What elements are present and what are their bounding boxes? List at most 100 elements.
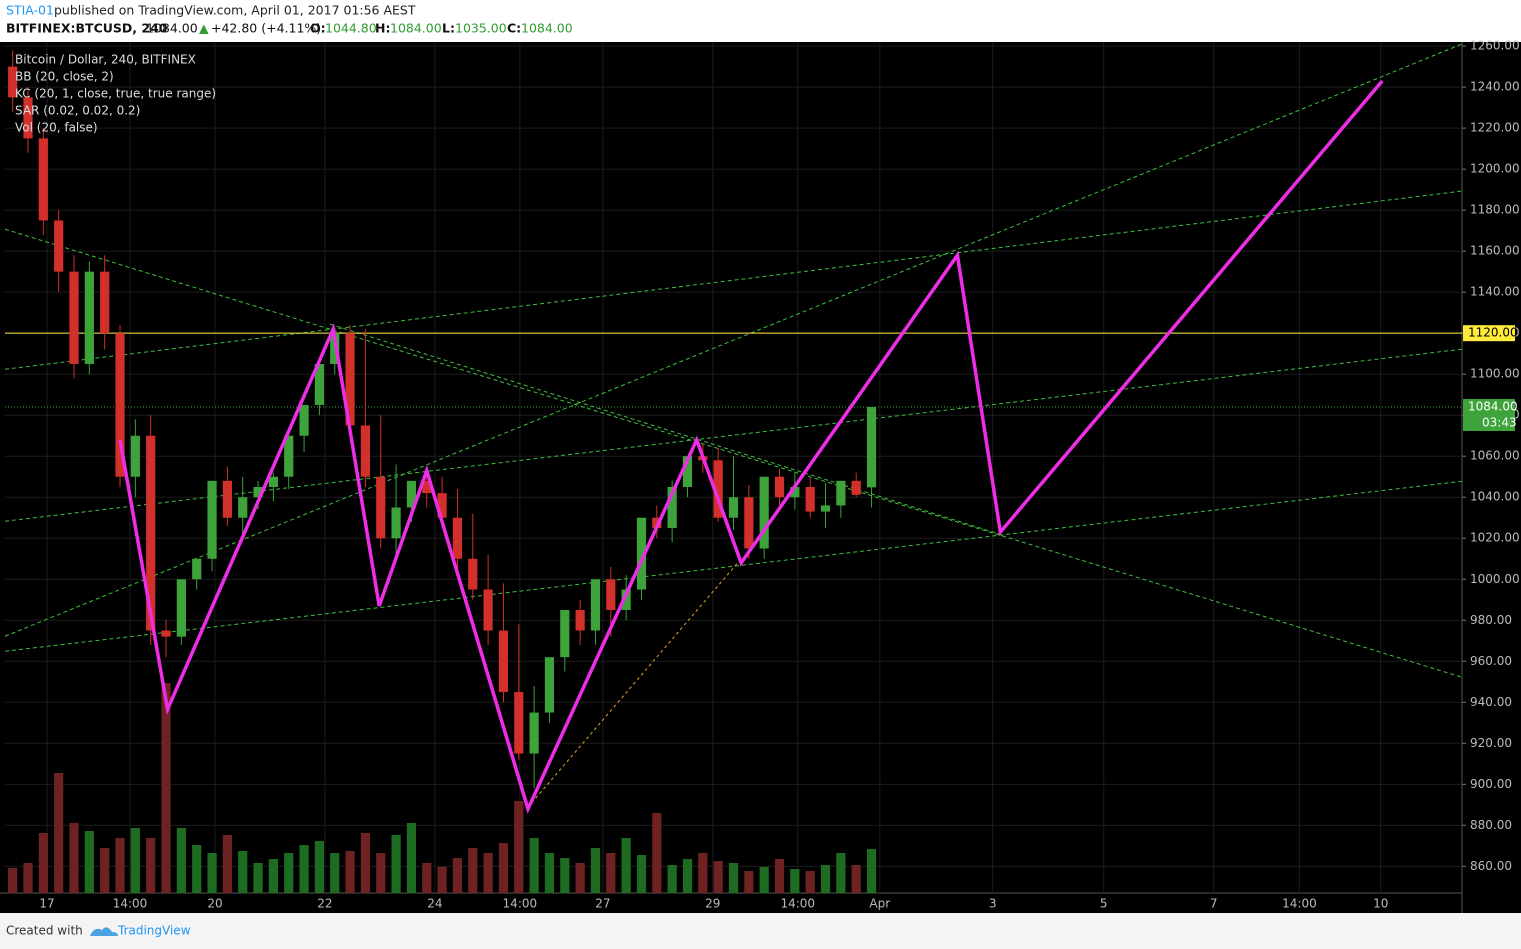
user[interactable]: STIA-01 xyxy=(6,3,54,18)
candle-body xyxy=(176,579,186,637)
volume-bar xyxy=(268,859,278,893)
candle-body xyxy=(192,558,202,580)
y-tick-label: 1160.00 xyxy=(1470,244,1520,258)
volume-bar xyxy=(529,838,539,893)
volume-bar xyxy=(866,849,877,893)
candle-body xyxy=(805,486,815,512)
h-label: H: xyxy=(375,21,390,36)
y-tick-label: 1140.00 xyxy=(1470,285,1520,299)
candle-body xyxy=(452,517,463,559)
volume-bar xyxy=(406,823,417,893)
volume-bar xyxy=(130,828,140,893)
legend-item: Vol (20, false) xyxy=(15,121,98,135)
volume-bar xyxy=(161,683,171,893)
volume-bar xyxy=(376,853,386,893)
volume-bar xyxy=(84,831,94,893)
x-tick-label: 3 xyxy=(989,897,997,911)
volume-bar xyxy=(851,865,861,893)
legend-item: SAR (0.02, 0.02, 0.2) xyxy=(15,104,140,118)
y-tick-label: 1100.00 xyxy=(1470,367,1520,381)
y-tick-label: 1200.00 xyxy=(1470,162,1520,176)
x-tick-label: 24 xyxy=(427,897,442,911)
volume-bar xyxy=(207,853,217,893)
candle-body xyxy=(207,480,217,559)
volume-bar xyxy=(667,865,677,893)
y-tick-label: 1040.00 xyxy=(1470,490,1520,504)
volume-bar xyxy=(468,848,478,893)
y-tick-label: 980.00 xyxy=(1470,613,1512,627)
candle-body xyxy=(161,630,171,637)
candle-body xyxy=(437,493,447,518)
volume-bar xyxy=(621,838,631,893)
volume-bar xyxy=(452,858,463,893)
volume-bar xyxy=(8,868,18,893)
volume-bar xyxy=(422,863,432,893)
volume-bar xyxy=(636,855,647,893)
y-tick-label: 960.00 xyxy=(1470,654,1512,668)
volume-bar xyxy=(146,838,156,893)
volume-bar xyxy=(284,853,294,893)
y-tick-label: 1220.00 xyxy=(1470,121,1520,135)
candle-body xyxy=(299,404,309,436)
x-tick-label: 27 xyxy=(595,897,610,911)
candle-body xyxy=(284,435,294,477)
symbol: BITFINEX:BTCUSD, 240 xyxy=(6,21,168,36)
candle-body xyxy=(115,333,125,477)
candle-body xyxy=(498,630,509,693)
legend-item: Bitcoin / Dollar, 240, BITFINEX xyxy=(15,53,196,67)
candle-body xyxy=(391,507,401,539)
change: +42.80 (+4.11%) xyxy=(211,21,321,36)
y-tick-label: 1180.00 xyxy=(1470,203,1520,217)
volume-bar xyxy=(238,851,248,893)
candle-body xyxy=(100,271,110,334)
candle-body xyxy=(667,486,677,528)
candle-body xyxy=(575,610,585,631)
y-tick-label: 1020.00 xyxy=(1470,531,1520,545)
candle-body xyxy=(790,486,800,498)
volume-bar xyxy=(590,848,601,893)
header-bg xyxy=(0,0,1521,42)
candle-body xyxy=(54,220,64,272)
volume-bar xyxy=(728,863,739,893)
candle-body xyxy=(682,456,693,487)
legend-item: BB (20, close, 2) xyxy=(15,70,114,84)
candle-body xyxy=(23,97,33,139)
candle-body xyxy=(866,407,877,488)
x-tick-label: Apr xyxy=(869,897,890,911)
candle-body xyxy=(713,460,723,518)
candle-body xyxy=(130,435,140,477)
candle-body xyxy=(774,476,785,498)
x-tick-label: 14:00 xyxy=(113,897,148,911)
l-label: L: xyxy=(442,21,455,36)
candle-body xyxy=(636,517,647,590)
x-tick-label: 5 xyxy=(1100,897,1108,911)
candle-body xyxy=(483,589,493,631)
y-tick-label: 1000.00 xyxy=(1470,572,1520,586)
volume-bar xyxy=(575,863,585,893)
brand[interactable]: TradingView xyxy=(117,924,191,938)
candle-body xyxy=(560,610,570,658)
volume-bar xyxy=(606,853,616,893)
volume-bar xyxy=(360,833,371,893)
volume-bar xyxy=(498,843,509,893)
created-with: Created with xyxy=(6,924,83,938)
volume-bar xyxy=(698,853,708,893)
y-tick-label: 1060.00 xyxy=(1470,449,1520,463)
candle-body xyxy=(345,333,355,426)
last: 1084.00 xyxy=(146,21,198,36)
volume-bar xyxy=(345,851,355,893)
candle-body xyxy=(406,480,417,508)
candle-body xyxy=(146,435,156,631)
candle-body xyxy=(820,505,831,512)
volume-bar xyxy=(805,871,815,893)
o: 1044.80 xyxy=(325,21,377,36)
h: 1084.00 xyxy=(390,21,442,36)
candle-body xyxy=(606,579,616,611)
candle-body xyxy=(728,497,739,518)
candle-body xyxy=(8,66,18,98)
candle-body xyxy=(268,476,278,487)
x-tick-label: 17 xyxy=(39,897,54,911)
volume-bar xyxy=(483,853,493,893)
volume-bar xyxy=(514,801,524,893)
volume-bar xyxy=(774,859,785,893)
